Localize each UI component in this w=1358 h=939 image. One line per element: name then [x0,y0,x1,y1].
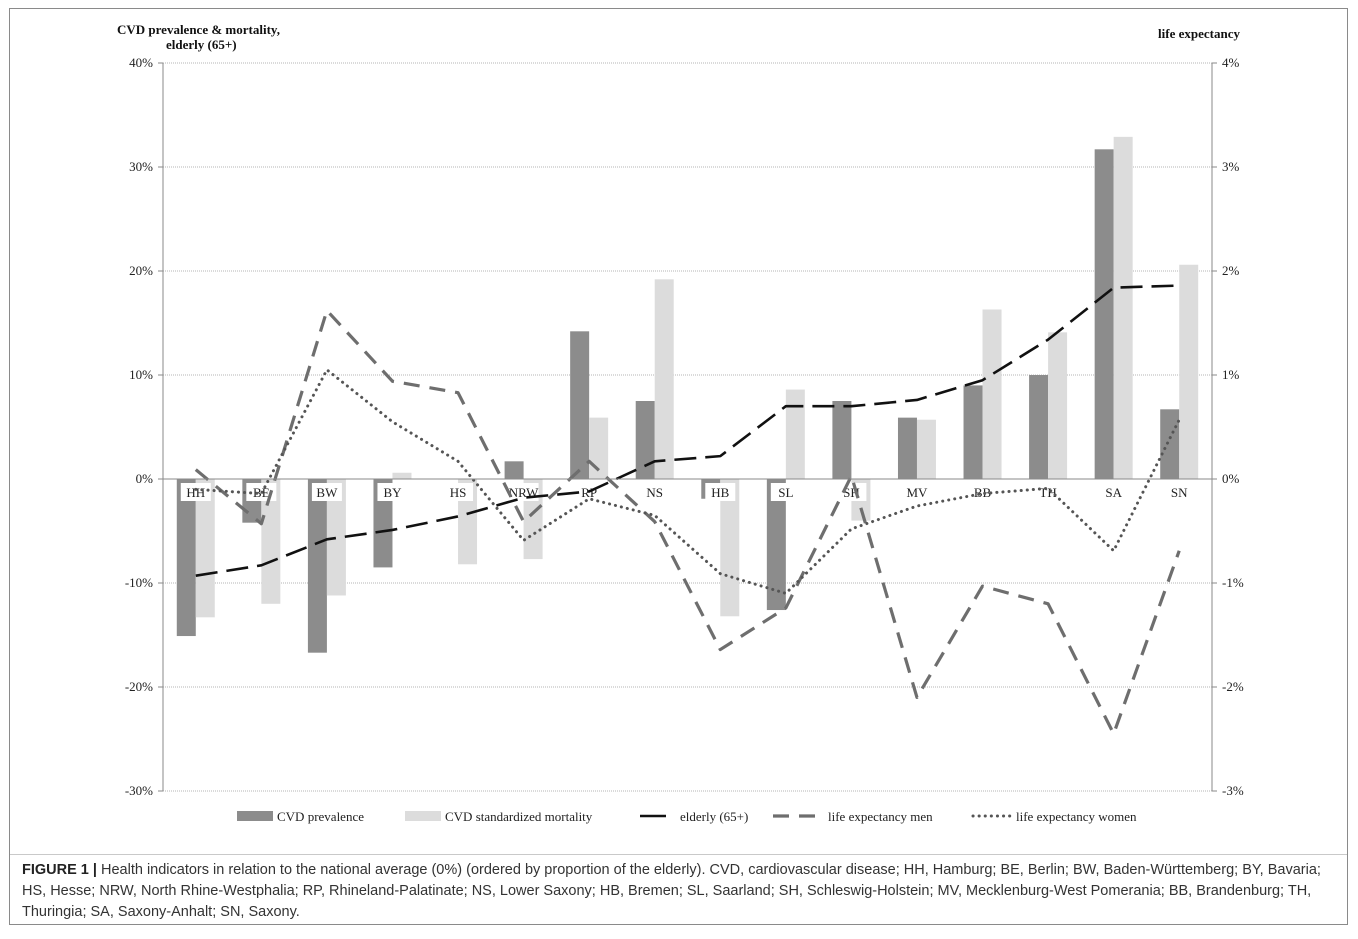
category-label-sn: SN [1171,485,1188,500]
bar-sa-prevalence [1094,149,1114,479]
left-tick-label: -10% [125,575,153,590]
left-tick-label: -20% [125,679,153,694]
bars [176,136,1199,653]
right-tick-label: -1% [1222,575,1244,590]
legend-label-life-expectancy-men: life expectancy men [828,809,933,824]
legend-label-elderly-65: elderly (65+) [680,809,748,824]
category-label-bg [1164,483,1195,501]
bar-bw-mortality [326,479,346,596]
left-tick-label: 10% [129,367,153,382]
category-label-bg [770,483,801,501]
tick-labels: 40% 30% 20% 10% 0% -10% -20% -30% 4% 3% 2% 1% 0% -1% -… [125,55,1244,798]
bar-by-mortality [392,472,412,479]
bar-hh-prevalence [176,479,196,637]
bar-rp-prevalence [570,331,590,479]
caption-text: Health indicators in relation to the nat… [22,862,1321,920]
lines [194,284,1181,736]
category-label-hh: HH [186,485,205,500]
right-axis-title: life expectancy [1158,26,1240,41]
bar-th-mortality [1048,332,1068,479]
legend: CVD prevalence CVD standardized mortality… [237,809,1137,824]
category-label-th: TH [1039,485,1056,500]
line-life-expectancy-men [194,308,1181,736]
category-label-hb: HB [711,485,729,500]
category-label-bg [311,483,342,501]
right-tick-label: 0% [1222,471,1240,486]
axes [158,62,1217,792]
bar-sa-mortality [1113,136,1133,479]
figure-label: FIGURE 1 | [22,862,97,878]
bar-by-prevalence [373,479,393,568]
category-label-by: BY [383,485,402,500]
category-label-sa: SA [1105,485,1122,500]
category-label-mv: MV [906,485,928,500]
legend-label-life-expectancy-women: life expectancy women [1016,809,1137,824]
right-tick-label: -2% [1222,679,1244,694]
bar-th-prevalence [1029,375,1049,479]
category-label-bg [1098,483,1129,501]
right-tick-label: 2% [1222,263,1240,278]
legend-swatch-cvd-standardized-mortality [405,811,441,821]
left-tick-label: 20% [129,263,153,278]
category-label-bg [705,483,736,501]
bar-mv-prevalence [897,417,917,479]
bar-bb-mortality [982,309,1002,479]
bar-sn-mortality [1179,264,1199,479]
category-label-bg [1033,483,1064,501]
category-label-sl: SL [778,485,793,500]
bar-ns-prevalence [635,401,655,479]
bar-sh-prevalence [832,401,852,479]
bar-nrw-prevalence [504,461,524,479]
category-label-bg [639,483,670,501]
bar-hb-mortality [720,479,740,617]
bar-bw-prevalence [307,479,327,653]
left-axis-title-line-2: elderly (65+) [166,37,237,52]
left-tick-label: 0% [136,471,154,486]
bar-mv-mortality [916,419,936,479]
category-label-hs: HS [450,485,467,500]
right-tick-label: 4% [1222,55,1240,70]
category-label-bg [377,483,408,501]
legend-swatch-cvd-prevalence [237,811,273,821]
bar-ns-mortality [654,279,674,479]
left-axis-title-line-1: CVD prevalence & mortality, [117,22,280,37]
category-labels: HH BE BW BY HS NRW RP NS HB SL SH MV BB TH SA SN [180,483,1195,501]
right-tick-label: 3% [1222,159,1240,174]
caption-divider [10,854,1347,855]
bar-sl-mortality [785,389,805,479]
bar-sl-prevalence [766,479,786,611]
bar-bb-prevalence [963,385,983,479]
legend-label-cvd-prevalence: CVD prevalence [277,809,364,824]
chart: CVD prevalence & mortality, elderly (65+… [117,22,1244,824]
category-label-bg [443,483,474,501]
line-elderly-65 [195,284,1180,578]
legend-label-cvd-standardized-mortality: CVD standardized mortality [445,809,593,824]
category-label-bg [967,483,998,501]
left-tick-label: -30% [125,783,153,798]
bar-hh-mortality [195,479,215,618]
category-label-ns: NS [646,485,663,500]
category-label-bg [901,483,932,501]
left-tick-label: 40% [129,55,153,70]
right-tick-label: 1% [1222,367,1240,382]
figure-caption: FIGURE 1 | Health indicators in relation… [22,860,1342,923]
bar-sn-prevalence [1160,409,1180,479]
category-label-bb: BB [974,485,992,500]
bar-be-mortality [261,479,281,604]
line-life-expectancy-women [194,368,1181,595]
category-label-bg [180,483,211,501]
right-tick-label: -3% [1222,783,1244,798]
left-tick-label: 30% [129,159,153,174]
category-label-bw: BW [316,485,338,500]
